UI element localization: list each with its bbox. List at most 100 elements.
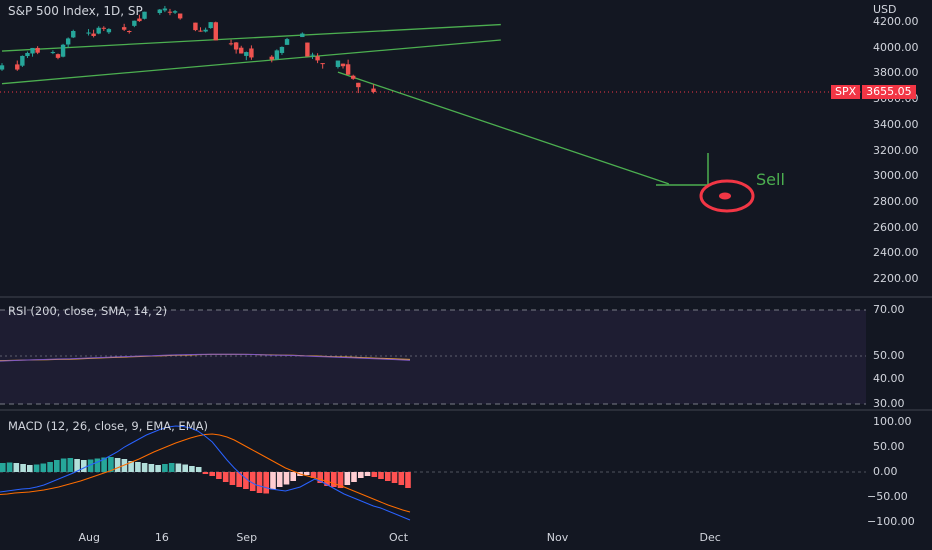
candle-body — [244, 52, 249, 56]
candle-body — [127, 30, 132, 33]
candle-body — [356, 82, 361, 88]
macd-histogram-bar — [209, 472, 215, 476]
macd-histogram-bar — [331, 472, 337, 487]
macd-histogram-bar — [263, 472, 269, 494]
macd-line — [0, 425, 411, 521]
price-tick-label: 2400.00 — [873, 246, 919, 260]
candle-body — [35, 47, 40, 53]
candle-body — [239, 47, 244, 54]
macd-histogram-bar — [162, 464, 168, 472]
candle-body — [284, 39, 290, 45]
candle-body — [0, 65, 5, 70]
candle-body — [142, 11, 147, 19]
price-tick-label: 2600.00 — [873, 220, 919, 234]
rsi-line — [0, 353, 411, 362]
macd-histogram-bar — [310, 472, 317, 478]
time-tick-label: 16 — [154, 531, 169, 544]
candle-body — [30, 47, 35, 54]
macd-histogram-bar — [236, 472, 242, 487]
time-tick-label: Dec — [699, 531, 721, 544]
macd-histogram-bar — [13, 463, 20, 472]
candle-body — [86, 32, 91, 34]
macd-histogram-bar — [81, 460, 87, 472]
candle-body — [172, 11, 178, 13]
trendlines[interactable] — [1, 23, 669, 185]
candle-body — [193, 22, 198, 31]
macd-tick-label: −50.00 — [867, 490, 908, 503]
candle-body — [274, 50, 280, 60]
macd-histogram-bar — [405, 472, 411, 488]
macd-histogram-bar — [391, 472, 398, 483]
macd-histogram-bar — [114, 458, 121, 472]
candle-body — [233, 42, 239, 50]
rsi-tick-label: 50.00 — [873, 349, 905, 362]
trendline[interactable] — [337, 71, 669, 185]
price-tick-label: 3800.00 — [873, 66, 919, 80]
macd-histogram-bar — [351, 472, 357, 482]
time-tick-label: Oct — [389, 531, 409, 544]
candle-body — [96, 27, 101, 34]
candle-body — [20, 55, 25, 66]
candle-body — [249, 48, 254, 58]
candle-body — [106, 29, 112, 33]
rsi-tick-label: 40.00 — [873, 372, 905, 385]
candles[interactable] — [0, 5, 376, 94]
candle-body — [213, 22, 218, 41]
price-tick-label: 3200.00 — [873, 143, 919, 157]
macd-histogram-bar — [256, 472, 263, 493]
macd-histogram-bar — [101, 457, 107, 472]
rsi-lines — [0, 353, 411, 362]
macd-histogram-bar — [6, 462, 13, 472]
macd-histogram-bar — [0, 463, 6, 472]
macd-histogram-bar — [358, 472, 364, 478]
macd-tick-label: −100.00 — [867, 515, 915, 528]
candle-body — [351, 75, 356, 79]
candle-body — [315, 56, 320, 61]
candle-body — [132, 20, 137, 26]
candle-body — [25, 52, 30, 57]
candle-body — [15, 64, 20, 70]
candle-body — [91, 33, 96, 37]
candle-body — [101, 27, 106, 29]
macd-histogram-bar — [40, 463, 47, 472]
price-tick-label: 2200.00 — [873, 272, 919, 285]
macd-histogram-bar — [87, 459, 94, 472]
macd-tick-label: 100.00 — [873, 415, 912, 428]
trendline[interactable] — [1, 39, 501, 85]
macd-plot — [0, 425, 411, 521]
macd-histogram-bar — [148, 464, 155, 472]
currency-label: USD — [873, 3, 897, 16]
macd-signal-line — [0, 433, 411, 513]
candle-body — [305, 42, 310, 57]
candle-body — [167, 11, 173, 13]
macd-histogram-bar — [216, 472, 222, 479]
macd-histogram-bar — [195, 467, 202, 472]
macd-histogram-bar — [317, 472, 323, 483]
candle-body — [60, 44, 66, 57]
macd-histogram-bar — [337, 472, 344, 488]
candle-body — [55, 54, 61, 58]
macd-histogram-bar — [54, 460, 60, 472]
macd-histogram-bar — [283, 472, 290, 485]
candle-body — [310, 54, 315, 56]
candle-body — [371, 88, 376, 93]
macd-histogram-bar — [189, 466, 195, 472]
macd-histogram-bar — [398, 472, 405, 485]
macd-histogram-bar — [249, 472, 256, 491]
macd-histogram-bar — [243, 472, 249, 489]
price-tick-label: 3400.00 — [873, 117, 919, 131]
macd-label: MACD (12, 26, close, 9, EMA, EMA) — [8, 419, 208, 433]
candle-body — [157, 9, 162, 14]
candle-body — [177, 13, 183, 19]
macd-histogram-bar — [202, 472, 209, 474]
price-tick-label: 4200.00 — [873, 15, 919, 28]
sell-marker[interactable] — [656, 153, 755, 213]
time-tick-label: Sep — [236, 531, 258, 544]
macd-histogram-bar — [108, 457, 114, 472]
trendline[interactable] — [1, 23, 501, 52]
macd-histogram-bar — [324, 472, 330, 486]
candle-body — [162, 8, 168, 11]
macd-tick-label: 0.00 — [873, 465, 898, 478]
macd-tick-label: 50.00 — [873, 440, 905, 453]
